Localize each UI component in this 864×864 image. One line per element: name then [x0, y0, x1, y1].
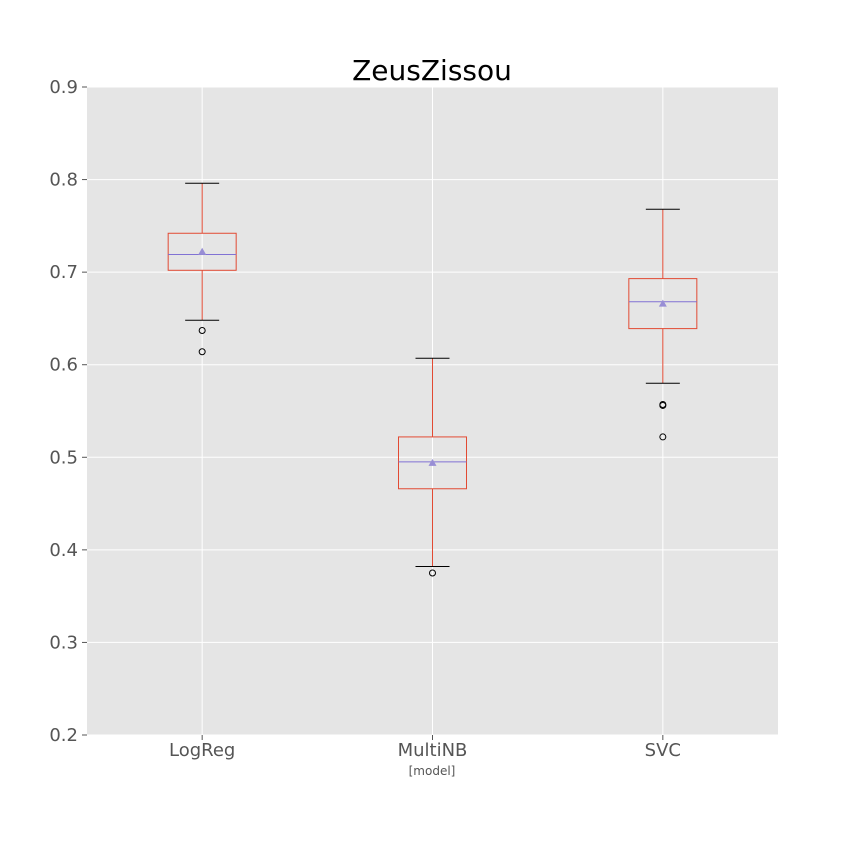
outlier-point: [659, 401, 667, 409]
outlier-point: [659, 433, 667, 441]
outlier-point: [198, 348, 206, 356]
box-MultiNB: [398, 357, 467, 577]
box-body: [628, 278, 698, 330]
mean-marker: [428, 458, 437, 466]
y-tick-label: 0.7: [49, 262, 78, 283]
y-tick-label: 0.8: [49, 170, 78, 191]
y-tick-label: 0.2: [49, 725, 78, 746]
mean-marker: [198, 247, 207, 255]
x-tick-label: SVC: [645, 740, 681, 761]
outlier-point: [429, 569, 436, 577]
y-tick-label: 0.9: [49, 77, 78, 98]
box-LogReg: [167, 182, 237, 356]
box-body: [398, 436, 467, 490]
box-body: [167, 232, 237, 271]
x-axis-label: [model]: [409, 764, 456, 778]
x-tick-label: MultiNB: [398, 740, 468, 761]
y-tick-label: 0.3: [49, 632, 78, 653]
x-tick-label: LogReg: [169, 740, 235, 761]
mean-marker: [658, 299, 667, 307]
box-SVC: [628, 208, 698, 441]
y-tick-label: 0.6: [49, 355, 78, 376]
chart-title: ZeusZissou: [352, 54, 512, 87]
boxes: [167, 182, 698, 577]
y-tick-label: 0.4: [49, 540, 78, 561]
axes: 0.2 0.3 0.4 0.5 0.6 0.7 0.8 0.9 LogReg MultiNB SVC: [49, 77, 681, 761]
outlier-point: [198, 326, 206, 334]
y-tick-label: 0.5: [49, 447, 78, 468]
